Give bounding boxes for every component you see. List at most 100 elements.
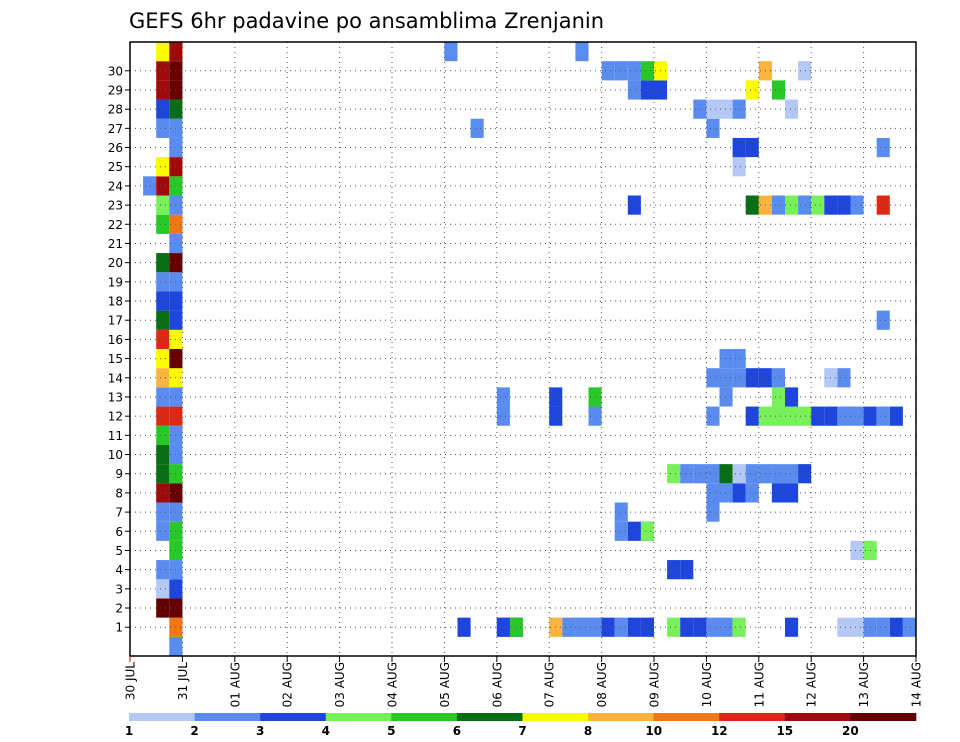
precip-cell-member-1-step-34 [575, 617, 589, 637]
colorbar-swatch [653, 713, 720, 721]
precip-cell-member-23-step-51 [798, 195, 812, 215]
y-tick-label: 15 [108, 352, 123, 366]
colorbar-swatch [391, 713, 458, 721]
y-tick-label: 29 [108, 83, 123, 97]
y-tick-label: 25 [108, 160, 123, 174]
precip-cell-member-9-step-49 [771, 464, 785, 484]
precip-cell-member-4-step-2 [156, 560, 170, 580]
precip-cell-member-23-step-49 [771, 195, 785, 215]
precip-cell-member-1-step-46 [732, 617, 746, 637]
precip-cell-member-28-step-50 [785, 99, 799, 119]
precip-cell-member-1-step-54 [837, 617, 851, 637]
precip-cell-member-23-step-57 [876, 195, 890, 215]
precip-cell-member-28-step-44 [706, 99, 720, 119]
precip-cell-member-19-step-2 [156, 272, 170, 292]
precip-cell-member-12-step-44 [706, 406, 720, 426]
precip-cell-member-26-step-46 [732, 137, 746, 158]
precip-cell-member-28-step-46 [732, 99, 746, 119]
precip-cell-member-4-step-42 [680, 560, 694, 580]
precip-cell-member-26-step-47 [745, 137, 759, 158]
precip-cell-member-11-step-2 [156, 425, 170, 445]
precip-cell-member-1-step-55 [850, 617, 864, 637]
y-tick-label: 18 [108, 295, 123, 309]
precip-cell-member-12-step-57 [876, 406, 890, 426]
colorbar-swatch [325, 713, 392, 721]
x-tick-label: 14 AUG [910, 662, 924, 707]
x-tick-label: 01 AUG [228, 662, 242, 707]
precip-cell-member-25-step-46 [732, 157, 746, 177]
precip-cell-member-8-step-50 [785, 483, 799, 503]
precip-cell-member-9-step-2 [156, 464, 170, 484]
precip-cell-member-14-step-47 [745, 368, 759, 388]
y-tick-label: 17 [108, 314, 123, 328]
precip-cell-member-8-step-47 [745, 483, 759, 503]
x-tick-label: 09 AUG [648, 662, 662, 707]
y-tick-label: 16 [108, 333, 123, 347]
precip-cell-member-13-step-2 [156, 387, 170, 407]
y-tick-label: 23 [108, 199, 123, 213]
precip-cell-member-28-step-43 [693, 99, 707, 119]
precip-cell-member-7-step-2 [156, 502, 170, 522]
x-tick-label: 30 JUL [124, 662, 138, 700]
y-tick-label: 28 [108, 103, 123, 117]
precip-cell-member-6-step-39 [640, 521, 654, 541]
precip-cell-member-22-step-2 [156, 214, 170, 234]
x-tick-label: 31 JUL [176, 662, 190, 700]
precip-cell-member-23-step-52 [811, 195, 825, 215]
precip-cell-member-4-step-41 [667, 560, 681, 580]
x-tick-label: 06 AUG [490, 662, 504, 707]
precip-cell-member-20-step-2 [156, 253, 170, 273]
precip-cell-member-13-step-28 [496, 387, 510, 407]
precip-cell-member-1-step-42 [680, 617, 694, 637]
precip-cell-member-14-step-54 [837, 368, 851, 388]
colorbar-label: 2 [190, 724, 198, 738]
precip-cell-member-27-step-44 [706, 118, 720, 138]
precip-cell-member-12-step-52 [811, 406, 825, 426]
y-tick-label: 20 [108, 256, 123, 270]
precip-cell-member-31-step-34 [575, 42, 589, 62]
precip-cell-member-23-step-2 [156, 195, 170, 215]
precip-cell-member-13-step-49 [771, 387, 785, 407]
colorbar-swatch [850, 713, 917, 721]
y-tick-label: 11 [108, 429, 123, 443]
precip-cell-member-29-step-2 [156, 80, 170, 100]
precip-cell-member-12-step-58 [889, 406, 903, 426]
x-tick-label: 11 AUG [752, 662, 766, 707]
precip-cell-member-17-step-57 [876, 310, 890, 330]
precip-cell-member-1-step-41 [667, 617, 681, 637]
y-tick-label: 27 [108, 122, 123, 136]
precip-cell-member-14-step-44 [706, 368, 720, 388]
precip-cell-member-14-step-2 [156, 368, 170, 388]
colorbar-swatch [784, 713, 851, 721]
precip-cell-member-12-step-47 [745, 406, 759, 426]
precip-cell-member-28-step-45 [719, 99, 733, 119]
precip-cell-member-27-step-26 [470, 118, 484, 138]
y-tick-label: 24 [108, 179, 123, 193]
y-tick-label: 19 [108, 275, 123, 289]
precip-cell-member-25-step-2 [156, 157, 170, 177]
precip-cell-member-12-step-55 [850, 406, 864, 426]
y-tick-label: 9 [115, 467, 123, 481]
precip-cell-member-8-step-45 [719, 483, 733, 503]
precip-cell-member-10-step-2 [156, 444, 170, 465]
precip-cell-member-13-step-45 [719, 387, 733, 407]
colorbar-label: 5 [387, 724, 395, 738]
precip-cell-member-29-step-49 [771, 80, 785, 100]
precip-cell-member-14-step-49 [771, 368, 785, 388]
x-tick-label: 08 AUG [595, 662, 609, 707]
y-tick-label: 12 [108, 410, 123, 424]
colorbar-label: 3 [256, 724, 264, 738]
x-tick-label: 04 AUG [386, 662, 400, 707]
precip-cell-member-7-step-37 [614, 502, 628, 522]
plot-frame [129, 41, 917, 657]
precip-cell-member-5-step-55 [850, 540, 864, 561]
y-tick-label: 7 [115, 506, 123, 520]
precipitation-cells [143, 42, 916, 656]
x-tick-label: 03 AUG [333, 662, 347, 707]
precip-cell-member-31-step-3 [169, 42, 183, 62]
precip-cell-member-8-step-44 [706, 483, 720, 503]
y-tick-label: 4 [115, 563, 123, 577]
precip-cell-member-1-step-33 [562, 617, 576, 637]
x-tick-label: 10 AUG [700, 662, 714, 707]
